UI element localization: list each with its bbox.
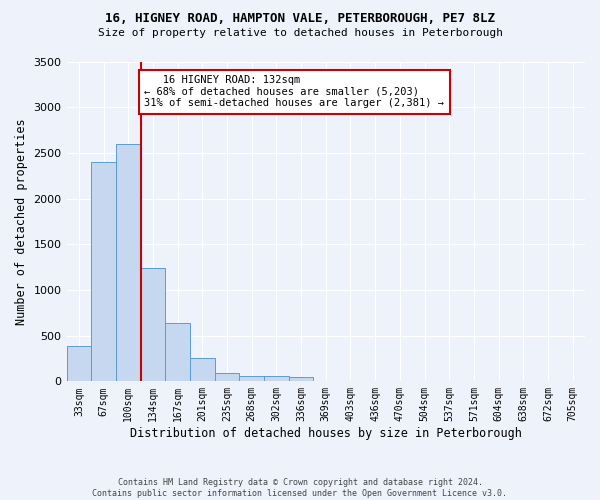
X-axis label: Distribution of detached houses by size in Peterborough: Distribution of detached houses by size … (130, 427, 522, 440)
Text: 16, HIGNEY ROAD, HAMPTON VALE, PETERBOROUGH, PE7 8LZ: 16, HIGNEY ROAD, HAMPTON VALE, PETERBORO… (105, 12, 495, 26)
Y-axis label: Number of detached properties: Number of detached properties (15, 118, 28, 324)
Bar (67, 346, 91, 382)
Bar (140, 268, 165, 382)
Bar (190, 358, 215, 382)
Text: Contains HM Land Registry data © Crown copyright and database right 2024.
Contai: Contains HM Land Registry data © Crown c… (92, 478, 508, 498)
Bar (264, 376, 289, 382)
Bar (289, 377, 313, 382)
Text: Size of property relative to detached houses in Peterborough: Size of property relative to detached ho… (97, 28, 503, 38)
Bar (116, 144, 140, 382)
Bar (239, 376, 264, 382)
Bar (215, 372, 239, 382)
Bar (91, 162, 116, 382)
Bar (165, 323, 190, 382)
Text: 16 HIGNEY ROAD: 132sqm
← 68% of detached houses are smaller (5,203)
31% of semi-: 16 HIGNEY ROAD: 132sqm ← 68% of detached… (145, 75, 445, 108)
